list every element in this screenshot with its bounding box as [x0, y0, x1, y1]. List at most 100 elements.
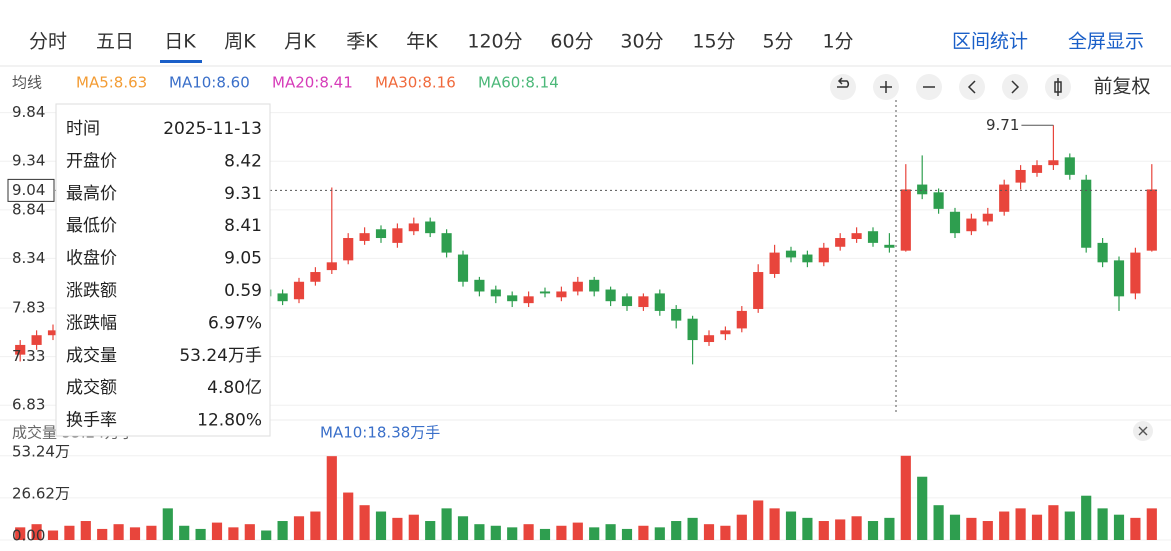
volume-bar	[228, 527, 239, 540]
volume-bar	[490, 525, 501, 540]
max-label: 9.71	[986, 116, 1019, 134]
tooltip-label: 涨跌额	[66, 281, 117, 301]
tab[interactable]: 1分	[822, 31, 853, 53]
candle-body	[507, 295, 518, 302]
volume-bar	[638, 525, 649, 540]
volume-bar	[703, 524, 715, 540]
volume-tick-label: 53.24万	[12, 442, 70, 460]
candle-body	[392, 228, 403, 243]
candle-body	[638, 296, 649, 308]
candle-body	[457, 254, 469, 282]
candle-body	[326, 262, 337, 271]
volume-bar	[654, 527, 665, 540]
tab-bar: 分时 五日 日K 周K 月K 季K 年K 120分 60分 30分 15分 5分 1分	[29, 31, 854, 53]
tab[interactable]: 30分	[620, 31, 663, 53]
tooltip-label: 涨跌幅	[66, 313, 117, 333]
volume-bar	[753, 500, 764, 540]
candle-body	[310, 272, 321, 282]
volume-bar	[818, 521, 829, 540]
volume-bar	[425, 521, 436, 540]
candle-body	[703, 335, 715, 343]
volume-bar	[80, 521, 91, 540]
candle-body	[441, 233, 452, 253]
volume-bar	[589, 527, 600, 540]
tab[interactable]: 分时	[29, 31, 67, 53]
ma-legend: MA20:8.41	[272, 74, 353, 92]
volume-bar	[47, 530, 59, 540]
volume-bar	[375, 511, 387, 540]
volume-bar	[523, 524, 534, 540]
y-tick-label: 7.33	[12, 347, 45, 365]
volume-bar	[867, 521, 879, 540]
tooltip-label: 换手率	[66, 411, 117, 431]
crosshair-price: 9.04	[12, 181, 45, 199]
candle-body	[556, 291, 567, 298]
candle-body	[818, 247, 829, 263]
volume-bar	[556, 525, 567, 540]
volume-bar	[835, 519, 846, 540]
candle-body	[687, 318, 698, 341]
candle-body	[31, 335, 42, 345]
volume-bar	[1031, 514, 1043, 540]
candle-body	[982, 213, 993, 222]
volume-bar	[392, 517, 403, 540]
volume-bar	[900, 455, 911, 540]
volume-bar	[97, 528, 108, 540]
left-icon	[967, 80, 976, 94]
right-button[interactable]	[1002, 74, 1028, 100]
toolbar-icons	[830, 74, 1071, 100]
left-button[interactable]	[959, 74, 985, 100]
candle-body	[1146, 189, 1157, 251]
candle-body	[1081, 179, 1092, 248]
candle-body	[1031, 165, 1043, 173]
volume-bar	[179, 525, 190, 540]
candle-body	[835, 238, 846, 247]
candle-body	[589, 279, 600, 292]
volume-bar	[539, 528, 551, 540]
range-stats[interactable]: 区间统计	[952, 31, 1028, 53]
tab[interactable]: 五日	[96, 31, 134, 53]
volume-bar	[146, 525, 157, 540]
volume-bar	[917, 476, 928, 540]
tab[interactable]: 日K	[164, 31, 196, 53]
tab[interactable]: 年K	[406, 31, 438, 53]
active-tab-underline	[160, 60, 202, 63]
tooltip-value: 9.05	[224, 249, 262, 269]
candle-body	[1130, 252, 1141, 294]
volume-bar	[884, 517, 895, 540]
candle-body	[1064, 157, 1075, 175]
tab[interactable]: 季K	[346, 31, 378, 53]
candle-body	[999, 184, 1010, 212]
volume-bar	[933, 505, 944, 540]
adjust-mode[interactable]: 前复权	[1093, 76, 1150, 98]
crosshair-price-box	[7, 178, 55, 202]
tab[interactable]: 15分	[692, 31, 735, 53]
volume-bar	[999, 511, 1010, 540]
volume-bar	[785, 511, 797, 540]
tab[interactable]: 月K	[284, 31, 316, 53]
volume-bar	[457, 516, 469, 540]
tab[interactable]: 5分	[762, 31, 793, 53]
candle-body	[736, 310, 747, 329]
tooltip-label: 成交额	[66, 378, 117, 398]
fullscreen[interactable]: 全屏显示	[1068, 31, 1144, 53]
candle-body	[523, 296, 534, 304]
candle-body	[425, 221, 436, 234]
volume-bar	[605, 524, 616, 540]
tab[interactable]: 周K	[224, 31, 256, 53]
volume-tick-label: 0.00	[12, 527, 45, 545]
volume-bar	[949, 514, 961, 540]
candle-body	[654, 293, 665, 311]
candle-body	[572, 281, 583, 292]
tab[interactable]: 120分	[467, 31, 522, 53]
tooltip: 时间 2025-11-13 开盘价 8.42 最高价 9.31 最低价 8.41 收盘价 9.05…	[55, 103, 271, 437]
volume-bar	[1097, 508, 1108, 540]
volume-bar	[1015, 508, 1026, 540]
volume-bar	[736, 514, 747, 540]
tooltip-value: 9.31	[224, 184, 262, 204]
volume-bar	[408, 514, 419, 540]
candle-body	[867, 231, 879, 243]
y-tick-label: 8.84	[12, 200, 45, 218]
tab[interactable]: 60分	[550, 31, 593, 53]
